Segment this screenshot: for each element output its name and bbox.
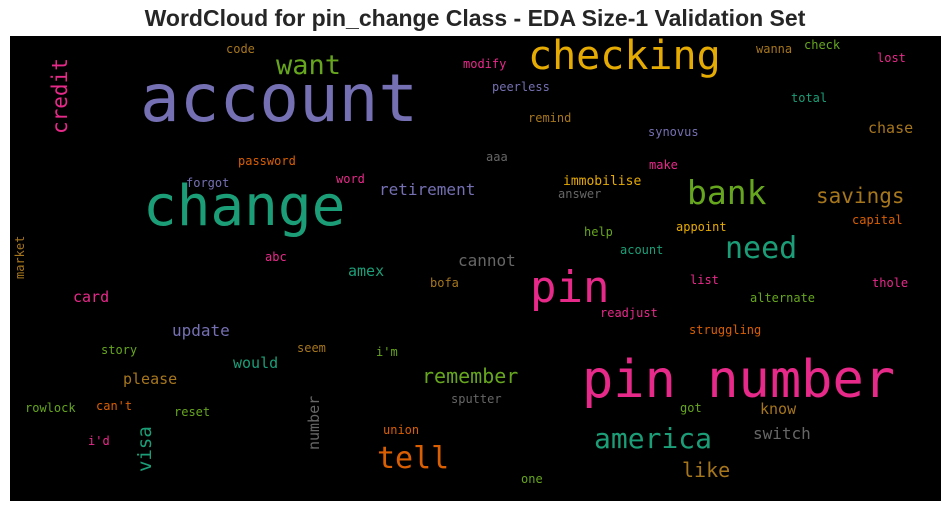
word-check: check	[804, 38, 841, 52]
word-help: help	[584, 225, 613, 239]
word-total: total	[791, 91, 828, 105]
word-visa: visa	[134, 425, 156, 472]
word-one: one	[521, 472, 543, 486]
word-aaa: aaa	[486, 150, 508, 164]
word-pin-number: pin number	[582, 350, 896, 410]
word-amex: amex	[348, 262, 385, 280]
word-story: story	[101, 343, 138, 357]
word-struggling: struggling	[689, 323, 762, 337]
word-alternate: alternate	[750, 291, 816, 305]
word-account: account	[140, 60, 419, 137]
word-modify: modify	[463, 57, 507, 71]
word-tell: tell	[377, 441, 450, 476]
word-sputter: sputter	[451, 392, 502, 406]
word-appoint: appoint	[676, 220, 727, 234]
word-checking: checking	[528, 36, 721, 79]
word-seem: seem	[297, 341, 326, 355]
word-pin: pin	[530, 262, 610, 313]
word-bofa: bofa	[430, 276, 459, 290]
word-rowlock: rowlock	[25, 401, 76, 415]
word-password: password	[238, 154, 296, 168]
word-card: card	[73, 288, 110, 306]
word-chase: chase	[868, 119, 914, 137]
word-switch: switch	[753, 424, 811, 443]
word-thole: thole	[872, 276, 909, 290]
word-cannot: cannot	[458, 251, 516, 270]
word-immobilise: immobilise	[563, 174, 642, 189]
word-like: like	[682, 458, 731, 482]
word-change: change	[143, 174, 346, 239]
word-abc: abc	[265, 250, 287, 264]
word-acount: acount	[620, 243, 664, 257]
word-forgot: forgot	[186, 176, 230, 190]
word-capital: capital	[852, 213, 903, 227]
word-synovus: synovus	[648, 125, 699, 139]
word-peerless: peerless	[492, 80, 550, 94]
word-code: code	[226, 42, 255, 56]
word-please: please	[123, 370, 178, 388]
word-would: would	[233, 354, 279, 372]
wordcloud-canvas: account change pin number checking pin bank ne…	[10, 36, 941, 501]
word-answer: answer	[558, 187, 602, 201]
word-wanna: wanna	[756, 42, 793, 56]
word-reset: reset	[174, 405, 211, 419]
word-i-d: i'd	[88, 434, 110, 448]
word-make: make	[649, 158, 678, 172]
word-credit: credit	[48, 57, 72, 134]
word-america: america	[594, 422, 713, 455]
word-list: list	[690, 273, 719, 287]
word-readjust: readjust	[600, 306, 658, 320]
word-got: got	[680, 401, 702, 415]
word-word: word	[336, 172, 365, 186]
word-know: know	[760, 400, 797, 418]
word-can-t: can't	[96, 399, 133, 413]
word-want: want	[276, 50, 342, 81]
word-lost: lost	[877, 51, 906, 65]
word-bank: bank	[687, 173, 767, 212]
chart-title: WordCloud for pin_change Class - EDA Siz…	[144, 5, 806, 31]
word-market: market	[13, 235, 27, 280]
word-retirement: retirement	[379, 180, 476, 199]
word-i-m: i'm	[376, 345, 398, 359]
word-union: union	[383, 423, 420, 437]
word-remember: remember	[422, 364, 519, 388]
word-need: need	[725, 231, 798, 266]
word-savings: savings	[816, 184, 905, 208]
word-number: number	[305, 395, 323, 451]
word-update: update	[172, 321, 230, 340]
word-remind: remind	[528, 111, 572, 125]
